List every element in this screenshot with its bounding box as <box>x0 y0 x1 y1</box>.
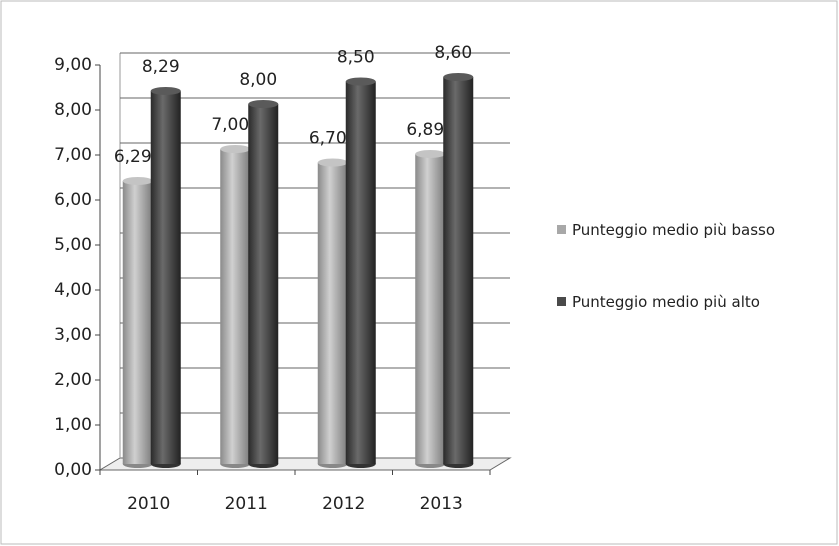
bar-top <box>122 176 153 185</box>
bar <box>248 104 279 464</box>
y-tick-label: 2,00 <box>54 370 92 390</box>
legend-label: Punteggio medio più basso <box>572 221 776 239</box>
x-tick-label: 2011 <box>225 494 268 514</box>
data-label: 6,29 <box>114 147 152 167</box>
x-tick-label: 2010 <box>127 494 170 514</box>
x-tick-label: 2013 <box>420 494 463 514</box>
bar <box>443 77 474 464</box>
x-tick-label: 2012 <box>322 494 365 514</box>
data-label: 6,70 <box>309 129 347 149</box>
data-label: 8,29 <box>142 57 180 77</box>
y-tick-label: 4,00 <box>54 280 92 300</box>
bar <box>220 149 251 464</box>
bar-top <box>150 86 181 95</box>
data-label: 7,00 <box>211 115 249 135</box>
bar <box>122 180 153 464</box>
bar-top <box>220 145 251 153</box>
y-tick-label: 9,00 <box>54 55 92 75</box>
y-tick-label: 0,00 <box>54 460 92 480</box>
y-tick-label: 3,00 <box>54 325 92 345</box>
legend-swatch <box>557 225 566 234</box>
data-label: 6,89 <box>406 120 444 140</box>
data-label: 8,00 <box>239 70 277 90</box>
floor <box>98 457 512 471</box>
data-label: 8,50 <box>337 48 375 68</box>
bar <box>345 81 376 464</box>
y-tick-label: 6,00 <box>54 190 92 210</box>
bar-top <box>443 73 474 81</box>
bar <box>150 90 181 464</box>
y-tick-label: 1,00 <box>54 415 92 435</box>
y-tick-label: 8,00 <box>54 100 92 120</box>
bar <box>415 153 446 464</box>
bar <box>317 162 348 464</box>
legend-label: Punteggio medio più alto <box>572 293 760 311</box>
bar-top <box>317 158 348 167</box>
bar-top <box>415 149 446 158</box>
y-tick-label: 5,00 <box>54 235 92 255</box>
legend-swatch <box>557 297 566 306</box>
bar-top <box>345 77 376 86</box>
bar-top <box>248 100 279 108</box>
y-tick-label: 7,00 <box>54 145 92 165</box>
data-label: 8,60 <box>434 43 472 63</box>
